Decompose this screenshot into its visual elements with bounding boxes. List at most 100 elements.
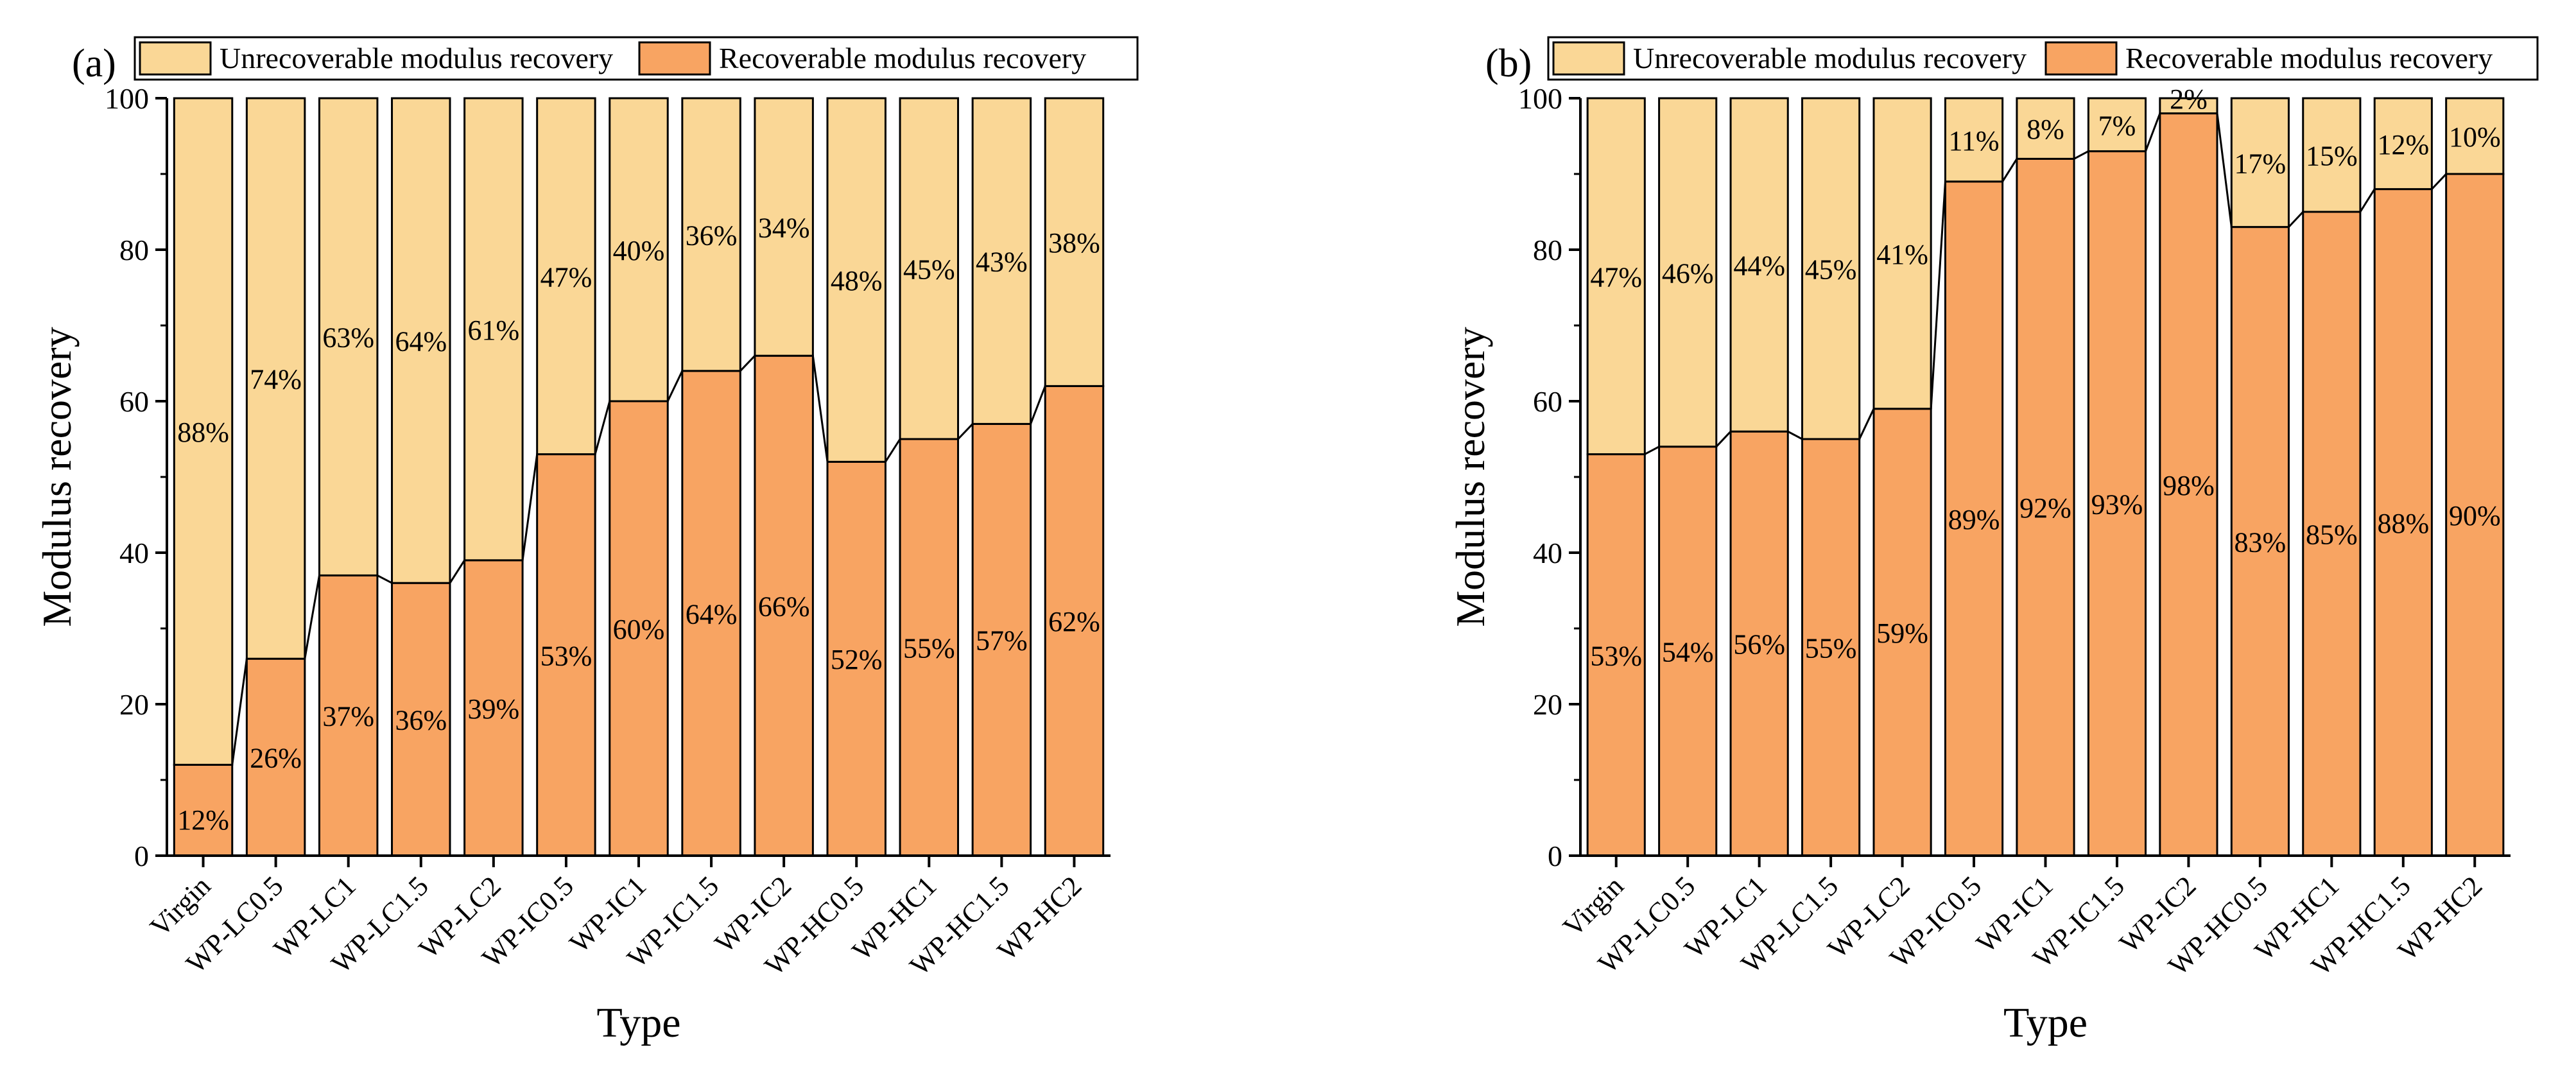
y-tick-label: 0 <box>134 840 149 872</box>
legend-swatch-recoverable <box>2044 41 2118 76</box>
bar-recoverable <box>245 657 306 857</box>
bar-unrecoverable <box>681 97 741 372</box>
data-label: 45% <box>1805 254 1857 286</box>
connector-line <box>2431 173 2447 190</box>
x-axis-title: Type <box>2003 999 2088 1046</box>
data-label: 62% <box>1048 606 1100 637</box>
connector-line <box>1644 445 1660 455</box>
data-label: 98% <box>2163 470 2215 501</box>
bar-unrecoverable <box>826 97 886 463</box>
bar-unrecoverable <box>1044 97 1105 387</box>
data-label: 93% <box>2091 488 2143 520</box>
data-label: 64% <box>686 598 738 630</box>
data-label: 88% <box>177 417 229 448</box>
bar-recoverable <box>681 370 741 857</box>
bar-recoverable <box>463 559 524 857</box>
bar-recoverable <box>2159 112 2218 857</box>
y-tick-label: 60 <box>119 385 149 418</box>
bar-unrecoverable <box>1586 97 1646 456</box>
data-label: 36% <box>686 220 738 251</box>
data-label: 57% <box>976 625 1028 657</box>
bar-unrecoverable <box>971 97 1032 425</box>
data-label: 53% <box>540 640 592 671</box>
connector-line <box>594 401 611 454</box>
bar-recoverable <box>1944 180 2004 857</box>
data-label: 17% <box>2235 148 2286 179</box>
data-label: 54% <box>1662 636 1714 668</box>
bar-unrecoverable <box>463 97 524 562</box>
y-tick-label: 0 <box>1548 840 1562 872</box>
data-label: 39% <box>468 693 520 725</box>
connector-line <box>1030 385 1046 424</box>
data-label: 37% <box>322 701 374 732</box>
bar-recoverable <box>1658 445 1718 857</box>
data-label: 88% <box>2377 508 2429 539</box>
y-tick-label: 100 <box>105 82 149 115</box>
data-label: 46% <box>1662 257 1714 289</box>
y-tick-label: 80 <box>119 234 149 266</box>
bar-recoverable <box>391 582 451 857</box>
connector-line <box>957 423 974 440</box>
data-label: 10% <box>2449 121 2501 153</box>
panel-label: (a) <box>72 42 116 85</box>
bar-unrecoverable <box>1801 97 1861 440</box>
data-label: 38% <box>1048 227 1100 259</box>
data-label: 85% <box>2306 519 2358 551</box>
bar-unrecoverable <box>2016 97 2075 160</box>
connector-line <box>2359 188 2376 212</box>
legend-label-unrecoverable: Unrecoverable modulus recovery <box>1633 42 2027 74</box>
bar-unrecoverable <box>2087 97 2147 153</box>
bar-recoverable <box>2373 188 2433 857</box>
legend-swatch-unrecoverable <box>139 41 212 76</box>
bar-recoverable <box>1586 453 1646 857</box>
data-label: 90% <box>2449 500 2501 532</box>
y-tick-label: 20 <box>119 688 149 721</box>
data-label: 11% <box>1949 125 2000 157</box>
bar-unrecoverable <box>899 97 960 440</box>
bar-unrecoverable <box>609 97 669 402</box>
data-label: 7% <box>2098 110 2136 141</box>
legend-label-recoverable: Recoverable modulus recovery <box>719 42 1086 74</box>
data-label: 60% <box>613 614 665 645</box>
bar-unrecoverable <box>1872 97 1932 410</box>
bar-unrecoverable <box>754 97 814 357</box>
data-label: 92% <box>2019 492 2071 524</box>
data-label: 66% <box>758 591 810 623</box>
bar-unrecoverable <box>245 97 306 660</box>
y-tick-label: 20 <box>1533 688 1562 721</box>
data-label: 12% <box>177 804 229 836</box>
data-label: 47% <box>540 261 592 293</box>
legend-swatch-unrecoverable <box>1552 41 1625 76</box>
bar-recoverable <box>173 763 234 857</box>
bar-unrecoverable <box>2159 97 2218 115</box>
y-axis-title: Modulus recovery <box>1448 327 1493 627</box>
data-label: 56% <box>1733 629 1785 661</box>
panel-label: (b) <box>1485 42 1532 85</box>
data-label: 40% <box>613 235 665 266</box>
y-tick-label: 40 <box>119 537 149 569</box>
bar-recoverable <box>754 354 814 857</box>
connector-line <box>2001 158 2018 182</box>
panel-b-chart: 53% 47% 54% 46% 56% 44% 55% 45% 59% 41% 89% 11% 92% 8… <box>1448 36 2539 1046</box>
bar-unrecoverable <box>2230 97 2290 229</box>
connector-line <box>449 559 465 584</box>
bar-unrecoverable <box>1729 97 1789 433</box>
data-label: 53% <box>1590 640 1642 671</box>
connector-line <box>231 658 248 765</box>
connector-line <box>2288 211 2304 228</box>
data-label: 48% <box>831 265 883 297</box>
connector-line <box>377 575 393 584</box>
bar-unrecoverable <box>173 97 234 766</box>
bar-unrecoverable <box>2302 97 2362 213</box>
connector-line <box>1930 181 1946 409</box>
x-axis-title: Type <box>596 999 680 1046</box>
data-label: 64% <box>395 326 447 358</box>
data-label: 2% <box>2170 83 2208 115</box>
bar-unrecoverable <box>2373 97 2433 191</box>
bar-unrecoverable <box>1658 97 1718 448</box>
data-label: 15% <box>2306 141 2358 172</box>
bar-recoverable <box>1801 438 1861 857</box>
data-label: 55% <box>903 633 955 664</box>
connector-line <box>304 575 320 659</box>
data-label: 12% <box>2377 129 2429 160</box>
